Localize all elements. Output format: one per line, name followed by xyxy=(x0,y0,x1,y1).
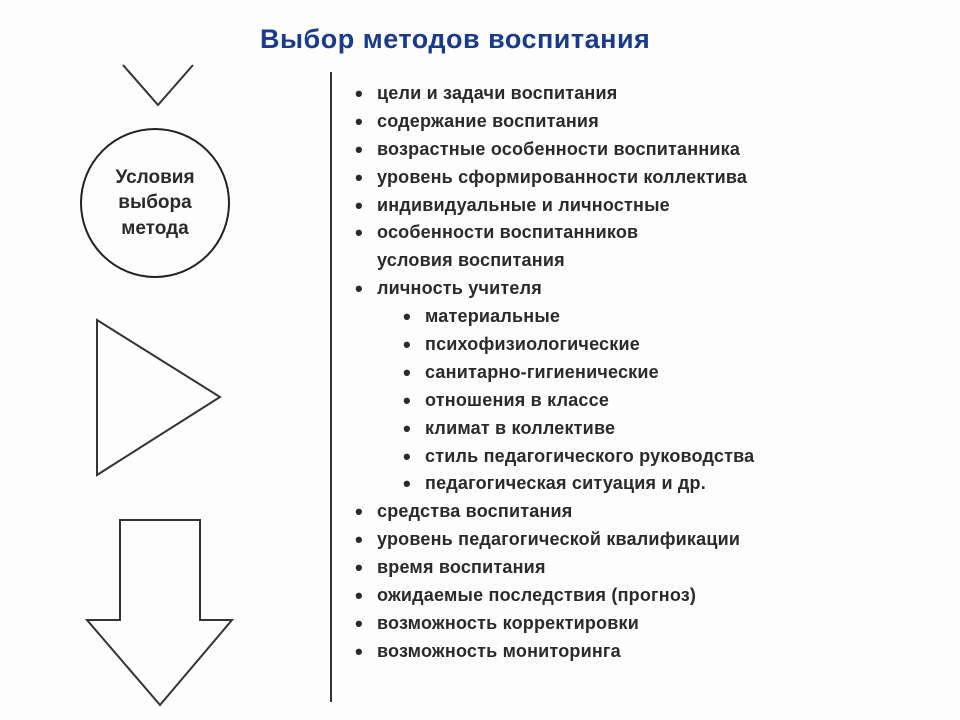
circle-shape: Условия выбора метода xyxy=(80,128,230,278)
list-item: санитарно-гигиенические xyxy=(403,359,935,387)
list-item: ожидаемые последствия (прогноз) xyxy=(355,582,935,610)
list-item: условия воспитания xyxy=(355,247,935,275)
bullet-list: цели и задачи воспитаниясодержание воспи… xyxy=(355,80,935,666)
list-item: психофизиологические xyxy=(403,331,935,359)
list-item: стиль педагогического руководства xyxy=(403,443,935,471)
list-item: индивидуальные и личностные xyxy=(355,192,935,220)
list-item: возможность мониторинга xyxy=(355,638,935,666)
arrow-down-shape xyxy=(82,515,237,715)
list-item: педагогическая ситуация и др. xyxy=(403,470,935,498)
list-item: особенности воспитанников xyxy=(355,219,935,247)
list-item: содержание воспитания xyxy=(355,108,935,136)
diagram-title: Выбор методов воспитания xyxy=(260,24,650,55)
triangle-right-shape xyxy=(92,315,227,485)
list-item: уровень сформированности коллектива xyxy=(355,164,935,192)
bullet-list-column: цели и задачи воспитаниясодержание воспи… xyxy=(355,80,935,666)
list-item: климат в коллективе xyxy=(403,415,935,443)
list-item: цели и задачи воспитания xyxy=(355,80,935,108)
chevron-down-shape xyxy=(118,60,198,120)
list-item: материальные xyxy=(403,303,935,331)
list-item: уровень педагогической квалификации xyxy=(355,526,935,554)
vertical-divider xyxy=(330,72,332,702)
left-shapes-column: Условия выбора метода xyxy=(40,60,260,700)
list-item: возрастные особенности воспитанника xyxy=(355,136,935,164)
list-item: возможность корректировки xyxy=(355,610,935,638)
circle-label: Условия выбора метода xyxy=(82,165,228,242)
list-item: средства воспитания xyxy=(355,498,935,526)
list-item: личность учителя xyxy=(355,275,935,303)
list-item: время воспитания xyxy=(355,554,935,582)
list-item: отношения в классе xyxy=(403,387,935,415)
